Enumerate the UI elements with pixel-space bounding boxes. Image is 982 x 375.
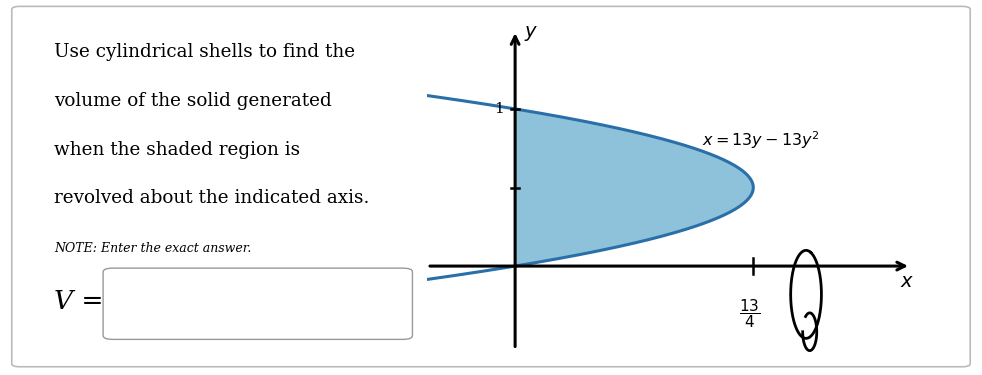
FancyBboxPatch shape <box>103 268 412 339</box>
Text: $y$: $y$ <box>524 24 538 43</box>
Text: $x = 13y - 13y^2$: $x = 13y - 13y^2$ <box>702 129 820 151</box>
Text: revolved about the indicated axis.: revolved about the indicated axis. <box>54 189 369 207</box>
Text: volume of the solid generated: volume of the solid generated <box>54 92 332 110</box>
FancyBboxPatch shape <box>12 6 970 367</box>
Text: when the shaded region is: when the shaded region is <box>54 141 300 159</box>
Polygon shape <box>516 109 753 266</box>
Text: $\dfrac{13}{4}$: $\dfrac{13}{4}$ <box>738 297 760 330</box>
Text: Use cylindrical shells to find the: Use cylindrical shells to find the <box>54 43 355 61</box>
Text: V =: V = <box>54 290 103 314</box>
Text: $x$: $x$ <box>900 273 914 291</box>
Text: 1: 1 <box>494 102 504 116</box>
Text: NOTE: Enter the exact answer.: NOTE: Enter the exact answer. <box>54 242 251 255</box>
